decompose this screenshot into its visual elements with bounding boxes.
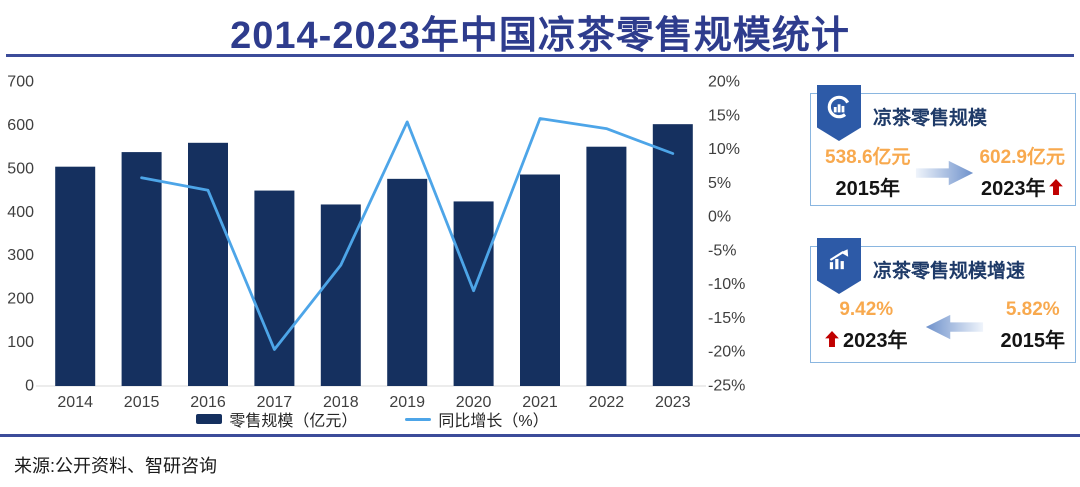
card-title: 凉茶零售规模 (873, 108, 988, 129)
chart-legend: 零售规模（亿元） 同比增长（%） (0, 408, 745, 430)
y-axis-left-tick: 500 (7, 160, 34, 177)
line-swatch-icon (405, 417, 432, 421)
stat-year-label: 2015年 (835, 178, 901, 200)
yoy-growth-line (140, 117, 675, 351)
bar-2019 (387, 178, 428, 386)
bar-2022 (586, 146, 627, 386)
y-axis-left-tick: 600 (7, 117, 34, 134)
bar-2016 (188, 142, 228, 386)
legend-item-yoy-growth: 同比增长（%） (405, 407, 549, 431)
stat-year-label: 2023年 (843, 330, 908, 352)
stat-value: 9.42% (839, 299, 894, 320)
x-axis-tick: 2019 (389, 394, 425, 411)
card-badge (817, 238, 861, 294)
y-axis-right-tick: 10% (708, 141, 740, 158)
stat-value: 602.9亿元 (979, 147, 1065, 168)
y-axis-right-tick: 0% (708, 209, 731, 226)
y-axis-left-tick: 700 (7, 74, 34, 91)
bar-swatch-icon (196, 414, 223, 424)
donut-chart-icon (827, 95, 851, 119)
y-axis-left-tick: 400 (7, 204, 34, 221)
title-divider (6, 54, 1074, 57)
stat-2015-scale: 538.6亿元 2015年 (825, 142, 911, 201)
arrow-left-icon (925, 314, 984, 340)
y-axis-left-tick: 300 (7, 247, 34, 264)
stat-value: 538.6亿元 (825, 147, 911, 168)
y-axis-right-tick: -15% (708, 310, 745, 327)
growth-rate-card: 凉茶零售规模增速 9.42% 2023年 (810, 238, 1076, 363)
card-title: 凉茶零售规模增速 (873, 261, 1026, 282)
stat-2015-growth: 5.82% 2015年 (1001, 299, 1066, 353)
card-badge (817, 85, 861, 141)
y-axis-left-tick: 200 (7, 291, 34, 308)
x-axis-tick: 2014 (57, 394, 93, 411)
card-body: 9.42% 2023年 5.82% 20 (825, 299, 1065, 353)
y-axis-right-tick: 15% (708, 107, 740, 124)
x-axis-tick: 2018 (323, 394, 359, 411)
bar-2017 (254, 190, 295, 386)
x-axis-tick: 2022 (589, 394, 625, 411)
stat-year: 2023年 (979, 172, 1065, 201)
bar-2021 (520, 174, 560, 386)
x-axis-tick: 2023 (655, 394, 691, 411)
y-axis-right-tick: -25% (708, 378, 745, 395)
y-axis-left-tick: 100 (7, 334, 34, 351)
bar-2014 (55, 166, 96, 386)
x-axis-tick: 2020 (456, 394, 492, 411)
x-axis-tick: 2015 (124, 394, 160, 411)
legend-item-retail-scale: 零售规模（亿元） (196, 407, 357, 431)
source-note: 来源:公开资料、智研咨询 (14, 456, 217, 476)
legend-label: 同比增长（%） (438, 413, 549, 430)
stat-year: 2023年 (825, 324, 908, 353)
trend-up-arrow-icon (1049, 178, 1064, 195)
x-axis-tick: 2017 (257, 394, 293, 411)
card-body: 538.6亿元 2015年 602.9亿元 2023年 (825, 142, 1065, 201)
y-axis-right-tick: 20% (708, 74, 740, 91)
y-axis-right-tick: 5% (708, 175, 731, 192)
bar-2023 (652, 124, 693, 387)
bar-2015 (121, 152, 162, 386)
stat-value: 5.82% (1005, 299, 1060, 320)
retail-scale-card: 凉茶零售规模 538.6亿元 2015年 602.9亿元 2023年 (810, 85, 1076, 206)
trend-up-icon (829, 249, 849, 270)
stat-2023-scale: 602.9亿元 2023年 (979, 142, 1065, 201)
bottom-divider (0, 434, 1080, 437)
stat-year-label: 2015年 (1000, 330, 1066, 352)
bar-2020 (453, 201, 494, 386)
y-axis-left-tick: 0 (25, 378, 34, 395)
stat-year-label: 2023年 (980, 178, 1046, 200)
stat-year: 2015年 (825, 172, 911, 201)
y-axis-right-tick: -5% (708, 242, 736, 259)
combo-chart: 700 600 500 400 300 200 100 0 20% 15% 10% 5% 0% -5% -1… (7, 74, 745, 412)
stat-2023-growth: 9.42% 2023年 (825, 299, 908, 353)
y-axis-right-tick: -10% (708, 276, 745, 293)
arrow-right-icon (915, 160, 974, 185)
page-title: 2014-2023年中国凉茶零售规模统计 (230, 15, 850, 57)
y-axis-right-tick: -20% (708, 344, 745, 361)
trend-up-arrow-icon (825, 330, 839, 347)
x-axis-tick: 2016 (190, 394, 226, 411)
legend-label: 零售规模（亿元） (229, 413, 358, 430)
x-axis-tick: 2021 (522, 394, 558, 411)
stat-year: 2015年 (1001, 324, 1066, 353)
